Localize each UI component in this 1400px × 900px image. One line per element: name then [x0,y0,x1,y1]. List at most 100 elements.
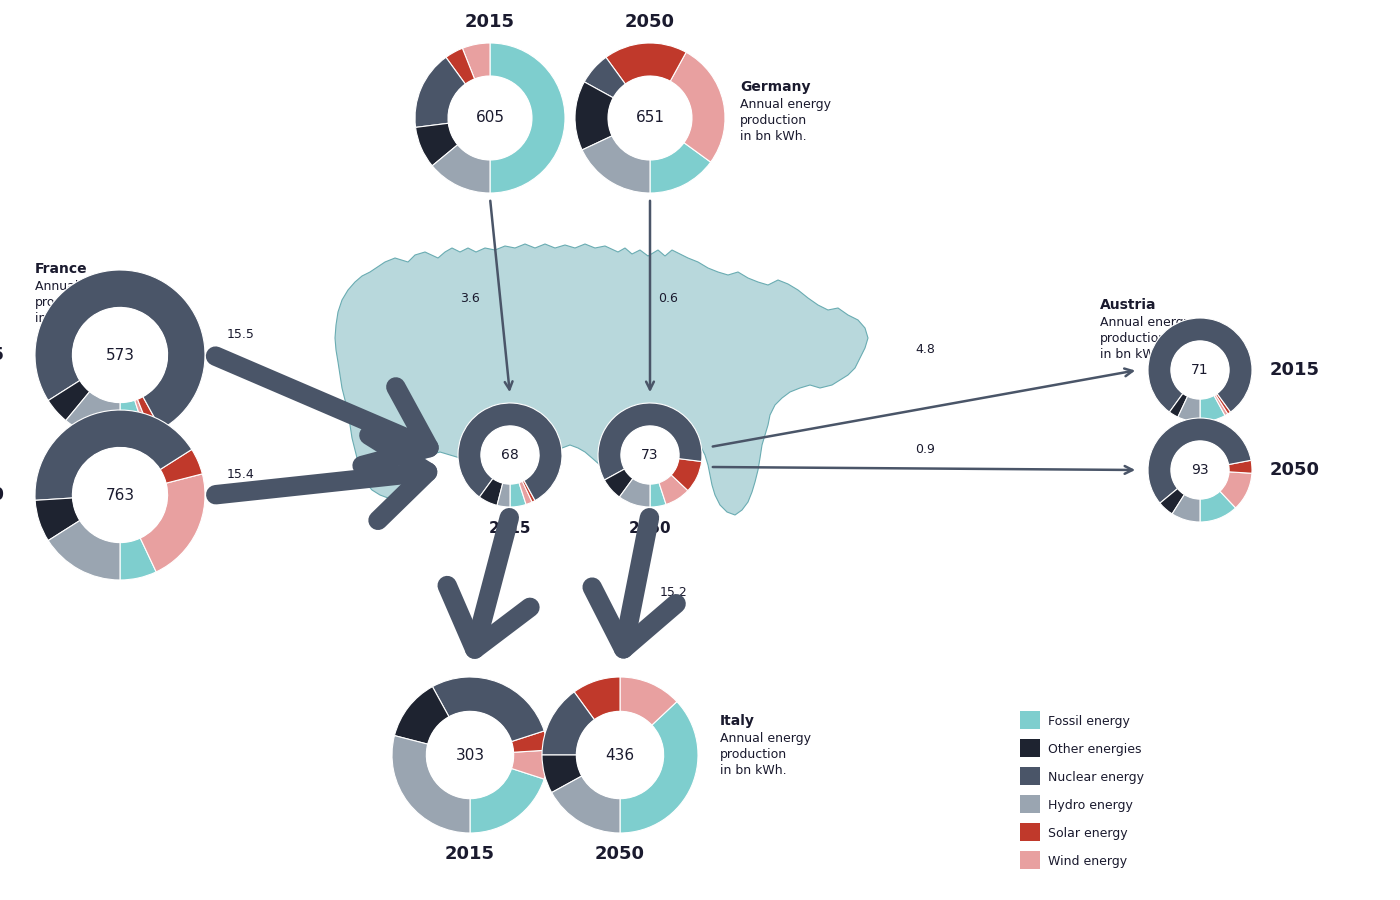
Text: 2050: 2050 [624,13,675,31]
Wedge shape [620,702,699,833]
Wedge shape [671,52,725,162]
Wedge shape [671,459,701,490]
Wedge shape [458,403,561,500]
Text: 2015: 2015 [1270,361,1320,379]
Wedge shape [160,449,203,483]
Text: Annual energy: Annual energy [741,98,832,111]
Wedge shape [120,400,146,440]
Wedge shape [447,49,475,84]
Wedge shape [490,43,566,193]
Wedge shape [134,400,151,436]
Text: Wind energy: Wind energy [1049,854,1127,868]
Text: 93: 93 [1191,463,1208,477]
Text: 763: 763 [105,488,134,502]
Wedge shape [522,481,535,502]
Wedge shape [1148,418,1252,503]
Wedge shape [511,750,547,779]
Polygon shape [335,244,868,515]
Wedge shape [650,143,711,193]
Text: France: France [35,262,88,276]
Wedge shape [470,769,545,833]
Text: 2050: 2050 [0,486,6,504]
Wedge shape [433,677,545,742]
Wedge shape [35,498,80,541]
Wedge shape [120,538,157,580]
Text: 15.5: 15.5 [227,328,255,341]
Circle shape [427,711,514,798]
Text: Annual energy: Annual energy [1100,316,1191,329]
Wedge shape [66,392,120,440]
Circle shape [577,711,664,798]
Wedge shape [575,82,613,150]
Wedge shape [659,475,687,505]
Wedge shape [519,482,532,505]
Text: Annual energy: Annual energy [35,280,126,293]
Wedge shape [1148,318,1252,412]
Text: production: production [741,114,808,127]
Wedge shape [584,58,626,98]
Wedge shape [542,755,582,793]
Text: 2015: 2015 [465,13,515,31]
Wedge shape [510,482,526,507]
Circle shape [608,76,692,160]
Wedge shape [598,403,701,480]
Wedge shape [395,687,449,744]
Wedge shape [1219,472,1252,508]
Text: in bn kWh.: in bn kWh. [1100,348,1166,361]
Wedge shape [416,123,458,166]
Wedge shape [479,479,503,506]
Wedge shape [582,136,650,193]
Circle shape [620,426,679,484]
Text: 2015: 2015 [445,845,496,863]
Wedge shape [1161,489,1184,514]
Text: 2015: 2015 [489,521,531,536]
Wedge shape [606,43,686,84]
Wedge shape [433,145,490,193]
Wedge shape [1200,395,1225,422]
Wedge shape [1215,393,1231,414]
Wedge shape [35,410,192,500]
Text: Nuclear energy: Nuclear energy [1049,770,1144,784]
Wedge shape [574,677,620,720]
Text: Hydro energy: Hydro energy [1049,798,1133,812]
Wedge shape [620,677,676,725]
Text: 3.6: 3.6 [461,292,480,304]
Bar [1021,739,1040,757]
Text: 21: 21 [482,586,498,598]
Text: production: production [1100,332,1168,345]
Wedge shape [1177,396,1200,422]
Circle shape [1170,341,1229,399]
Wedge shape [511,731,547,752]
Text: Solar energy: Solar energy [1049,826,1127,840]
Wedge shape [1172,495,1200,522]
Text: in bn kWh.: in bn kWh. [720,764,787,777]
Wedge shape [1214,394,1228,416]
Text: 605: 605 [476,111,504,125]
Circle shape [480,426,539,484]
Text: Germany: Germany [741,80,811,94]
Wedge shape [1169,393,1187,417]
Text: production: production [35,296,102,309]
Wedge shape [462,43,490,79]
Wedge shape [137,397,161,434]
Text: 2050: 2050 [629,521,672,536]
Text: 15.2: 15.2 [659,586,687,598]
Text: in bn kWh.: in bn kWh. [741,130,806,143]
Text: 2050: 2050 [595,845,645,863]
Wedge shape [48,381,90,420]
Text: 303: 303 [455,748,484,762]
Circle shape [73,308,168,402]
Wedge shape [552,776,620,833]
Text: 2050: 2050 [1270,461,1320,479]
Text: Austria: Austria [1100,298,1156,312]
Bar [1021,851,1040,869]
Circle shape [448,76,532,160]
Wedge shape [497,483,510,507]
Bar [1021,711,1040,729]
Circle shape [1170,441,1229,500]
Text: 0.9: 0.9 [916,443,935,456]
Text: production: production [720,748,787,761]
Text: Other energies: Other energies [1049,742,1141,755]
Text: Italy: Italy [720,714,755,728]
Wedge shape [542,692,595,755]
